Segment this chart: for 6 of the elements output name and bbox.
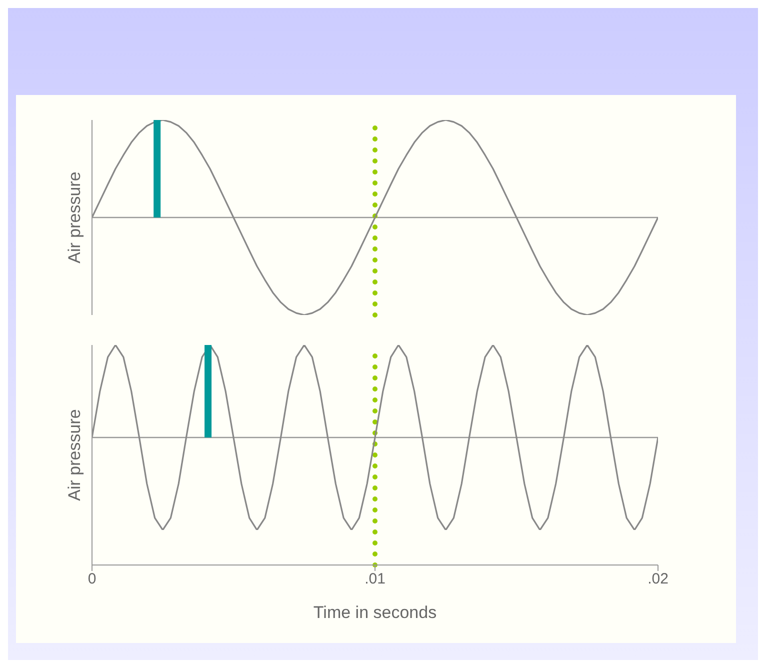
- x-tick-label: .02: [648, 570, 668, 588]
- x-axis-title: Time in seconds: [313, 603, 437, 622]
- x-tick-label: 0: [88, 570, 96, 588]
- y-axis-title: Air pressure: [65, 172, 84, 264]
- y-axis-title: Air pressure: [65, 409, 84, 501]
- x-tick-label: .01: [364, 570, 386, 588]
